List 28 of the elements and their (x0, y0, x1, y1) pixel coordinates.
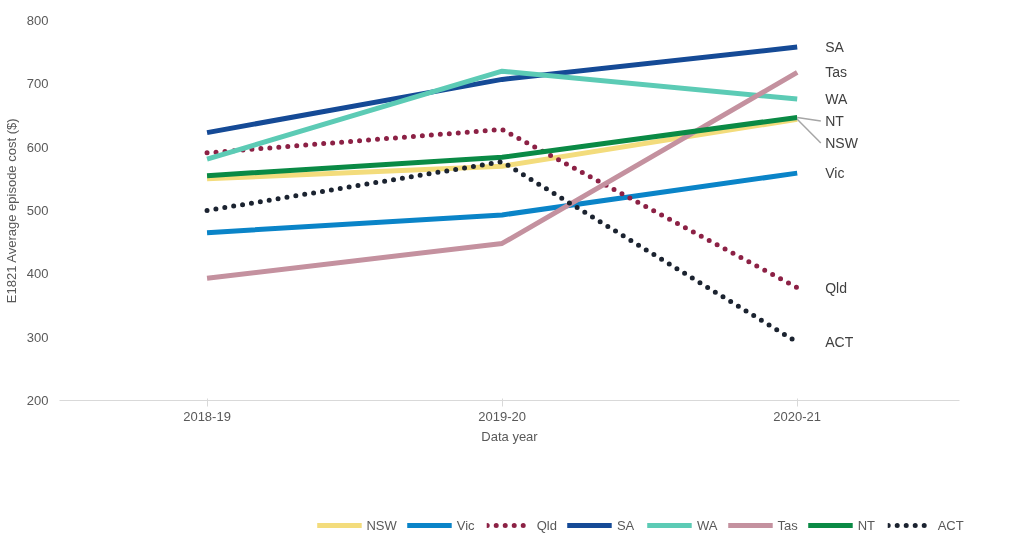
legend-label: NSW (366, 517, 397, 533)
y-tick-label: 700 (26, 76, 49, 92)
y-tick-label: 200 (26, 393, 49, 408)
y-tick-label: 800 (26, 13, 49, 28)
legend-label: Vic (456, 517, 476, 533)
legend-label: Qld (536, 517, 557, 533)
x-tick-label: 2018-19 (183, 408, 231, 424)
annotation: Qld (825, 279, 847, 296)
legend-label: NT (857, 517, 876, 533)
y-tick-label: 300 (26, 329, 49, 345)
annotation: Vic (825, 165, 845, 182)
annotation: Tas (825, 64, 847, 81)
annotation: WA (825, 91, 848, 108)
annotation: NSW (825, 135, 859, 152)
legend-label: SA (616, 517, 636, 533)
x-axis-title: Data year (481, 428, 539, 444)
y-tick-label: 600 (26, 139, 49, 155)
y-axis-title: E1821 Average episode cost ($) (3, 118, 19, 304)
y-tick-label: 400 (26, 266, 49, 282)
annotation: NT (825, 113, 845, 130)
x-tick-label: 2019-20 (478, 408, 526, 424)
legend-label: Tas (777, 517, 798, 533)
y-tick-label: 500 (26, 203, 49, 218)
annotation: ACT (825, 334, 854, 351)
legend-label: ACT (937, 517, 964, 533)
legend-label: WA (696, 517, 718, 533)
x-tick-label: 2020-21 (773, 408, 822, 424)
annotation: SA (825, 39, 845, 56)
